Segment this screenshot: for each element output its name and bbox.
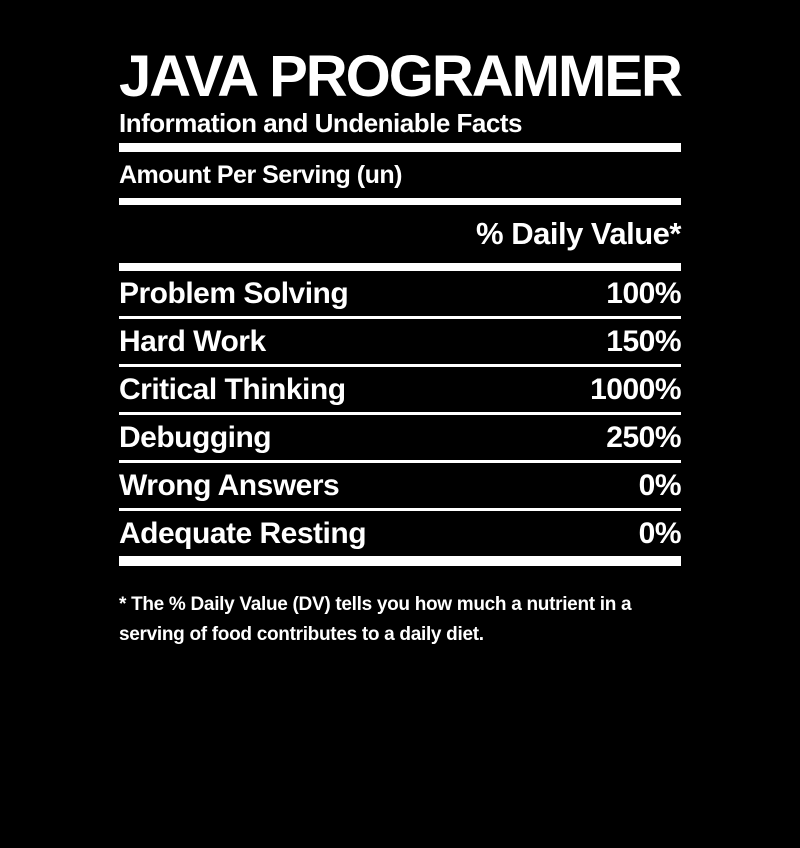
fact-row-adequate-resting: Adequate Resting 0% (119, 511, 682, 556)
row-divider (119, 316, 681, 319)
fact-row-debugging: Debugging 250% (119, 415, 681, 460)
fact-row-wrong-answers: Wrong Answers 0% (119, 463, 682, 508)
daily-value-footnote: * The % Daily Value (DV) tells you how m… (119, 590, 681, 650)
divider-below-daily-value (119, 263, 681, 271)
row-divider (119, 412, 681, 415)
fact-value: 100% (606, 276, 681, 310)
divider-thick-top (119, 143, 681, 152)
fact-row-critical-thinking: Critical Thinking 1000% (119, 367, 681, 412)
divider-below-serving (119, 198, 681, 205)
fact-name: Hard Work (119, 324, 266, 358)
nutrition-label-card: JAVA PROGRAMMER Information and Undeniab… (119, 44, 683, 650)
fact-value: 0% (638, 516, 682, 550)
divider-thick-bottom (119, 556, 681, 566)
fact-name: Problem Solving (119, 276, 349, 310)
fact-name: Adequate Resting (119, 516, 367, 550)
footnote-line-2: serving of food contributes to a daily d… (119, 624, 484, 645)
fact-name: Critical Thinking (119, 372, 346, 406)
fact-name: Wrong Answers (119, 468, 340, 502)
fact-row-problem-solving: Problem Solving 100% (119, 271, 681, 316)
footnote-line-1: * The % Daily Value (DV) tells you how m… (119, 594, 632, 615)
fact-value: 250% (606, 420, 681, 454)
amount-per-serving-line: Amount Per Serving (un) (119, 160, 402, 189)
row-divider (119, 460, 681, 463)
fact-row-hard-work: Hard Work 150% (119, 319, 681, 364)
fact-value: 0% (638, 468, 682, 502)
row-divider (119, 508, 681, 511)
fact-value: 1000% (590, 372, 681, 406)
row-divider (119, 364, 681, 367)
fact-value: 150% (606, 324, 681, 358)
fact-name: Debugging (119, 420, 272, 454)
page-title: JAVA PROGRAMMER (119, 44, 683, 109)
daily-value-header: % Daily Value* (476, 216, 681, 251)
page-subtitle: Information and Undeniable Facts (119, 108, 522, 138)
